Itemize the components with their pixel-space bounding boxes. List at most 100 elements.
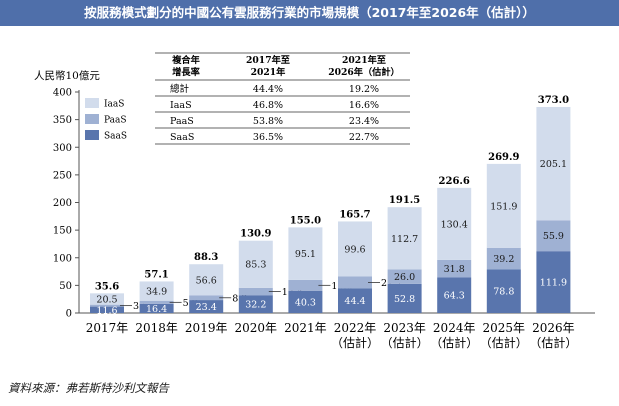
data-label-paas: 39.2 xyxy=(493,254,514,265)
total-label: 88.3 xyxy=(194,252,218,263)
bar-segment-saas xyxy=(338,288,372,313)
bar-segment-iaas xyxy=(486,163,521,248)
source-note: 資料來源：弗若斯特沙利文報告 xyxy=(8,381,169,395)
table-header: 2021年 xyxy=(251,66,286,78)
data-label-iaas: 85.3 xyxy=(245,260,266,271)
data-label-saas: 32.2 xyxy=(245,300,266,311)
x-tick-label: （估計） xyxy=(331,335,379,350)
total-label: 57.1 xyxy=(144,269,168,280)
y-tick-label: 100 xyxy=(53,253,72,264)
bar-segment-paas xyxy=(288,279,323,291)
data-label-iaas: 95.1 xyxy=(295,249,316,260)
y-tick-label: 400 xyxy=(53,88,72,99)
total-label: 226.6 xyxy=(439,176,470,187)
bar-segment-paas xyxy=(189,295,224,301)
legend-swatch-saas xyxy=(85,130,99,140)
data-label-paas: 31.8 xyxy=(444,264,465,275)
x-tick-label: 2020年 xyxy=(235,321,278,335)
table-cell: 36.5% xyxy=(253,132,283,143)
data-label-saas: 78.8 xyxy=(493,287,514,298)
bar-segment-saas xyxy=(288,290,323,313)
bar-segment-saas xyxy=(189,300,224,313)
y-tick-label: 300 xyxy=(53,143,72,154)
y-tick-label: 200 xyxy=(53,198,72,209)
table-header: 2026年（估計） xyxy=(328,66,400,78)
legend-label-paas: PaaS xyxy=(104,116,127,126)
x-tick-label: （估計） xyxy=(381,335,429,350)
bar-segment-iaas xyxy=(536,106,571,221)
data-label-saas: 64.3 xyxy=(444,291,465,302)
x-tick-label: 2023年 xyxy=(383,321,426,335)
bar-segment-saas xyxy=(387,283,422,313)
x-tick-label: 2019年 xyxy=(185,321,228,335)
data-label-iaas: 151.9 xyxy=(490,201,517,212)
total-label: 35.6 xyxy=(95,281,119,292)
x-tick-label: 2022年 xyxy=(334,321,377,335)
table-cell: 16.6% xyxy=(349,100,379,111)
data-label-saas: 52.8 xyxy=(394,294,415,305)
bar-segment-saas xyxy=(90,306,124,313)
x-tick-label: 2025年 xyxy=(483,321,526,335)
table-cell: PaaS xyxy=(170,116,194,127)
y-tick-label: 150 xyxy=(53,226,72,237)
bar-segment-saas xyxy=(238,295,273,313)
data-label-iaas: 112.7 xyxy=(391,234,418,245)
table-header: 增長率 xyxy=(172,66,200,78)
y-tick-label: 250 xyxy=(53,170,72,181)
bar-segment-paas xyxy=(238,287,273,296)
total-label: 269.9 xyxy=(488,152,519,163)
bar-segment-iaas xyxy=(437,187,472,260)
table-cell: IaaS xyxy=(170,100,192,111)
x-tick-label: 2024年 xyxy=(433,321,476,335)
table-cell: SaaS xyxy=(170,132,194,143)
legend: IaaS PaaS SaaS xyxy=(85,98,127,142)
bar-segment-iaas xyxy=(238,240,273,288)
total-label: 373.0 xyxy=(538,95,569,106)
legend-swatch-iaas xyxy=(85,98,99,108)
legend-swatch-paas xyxy=(85,114,99,124)
bar-segment-paas xyxy=(90,304,124,307)
data-label-saas: 40.3 xyxy=(295,297,316,308)
y-tick-label: 0 xyxy=(66,309,72,320)
bar-segment-iaas xyxy=(90,293,124,305)
table-header: 2017年至 xyxy=(246,54,290,66)
data-label-saas: 23.4 xyxy=(196,302,217,313)
bar-segment-iaas xyxy=(338,221,372,277)
x-tick-label: 2018年 xyxy=(135,321,178,335)
table-cell: 23.4% xyxy=(349,116,379,127)
chart-title: 按服務模式劃分的中國公有雲服務行業的市場規模（2017年至2026年（估計）） xyxy=(0,0,619,26)
bar-segment-saas xyxy=(536,251,571,313)
bar-segment-saas xyxy=(139,303,174,313)
data-label-paas: 55.9 xyxy=(543,231,564,242)
x-tick-label: （估計） xyxy=(430,335,478,350)
y-axis-label: 人民幣10億元 xyxy=(34,69,100,82)
x-tick-label: （估計） xyxy=(480,335,528,350)
bar-segment-paas xyxy=(387,269,422,284)
data-label-paas: 26.0 xyxy=(394,272,415,283)
table-header: 複合年 xyxy=(171,54,200,66)
bar-segment-iaas xyxy=(139,281,174,301)
data-label-iaas: 99.6 xyxy=(344,244,365,255)
data-label-iaas: 56.6 xyxy=(196,275,217,286)
legend-label-saas: SaaS xyxy=(104,132,127,142)
total-label: 191.5 xyxy=(389,195,420,206)
data-label-saas: 16.4 xyxy=(146,304,167,315)
x-tick-label: 2026年 xyxy=(532,321,575,335)
bars: 11.63.520.535.62017年16.45.834.957.12018年… xyxy=(86,95,578,350)
table-cell: 19.2% xyxy=(349,84,379,95)
bar-segment-saas xyxy=(437,277,472,313)
stacked-bar-chart: 人民幣10億元 0 50 100 150 200 250 300 350 400 IaaS Paa… xyxy=(34,52,595,350)
bar-segment-iaas xyxy=(387,207,422,270)
table-cell: 總計 xyxy=(170,83,190,95)
legend-label-iaas: IaaS xyxy=(104,100,124,110)
bar-segment-paas xyxy=(437,259,472,278)
table-cell: 53.8% xyxy=(253,116,283,127)
y-tick-label: 50 xyxy=(59,281,72,292)
bar-segment-paas xyxy=(536,220,571,252)
bar-segment-paas xyxy=(338,276,372,289)
table-cell: 44.4% xyxy=(253,84,283,95)
table-cell: 46.8% xyxy=(253,100,283,111)
table-header: 2021年至 xyxy=(342,54,386,66)
data-label-saas: 11.6 xyxy=(96,305,117,316)
